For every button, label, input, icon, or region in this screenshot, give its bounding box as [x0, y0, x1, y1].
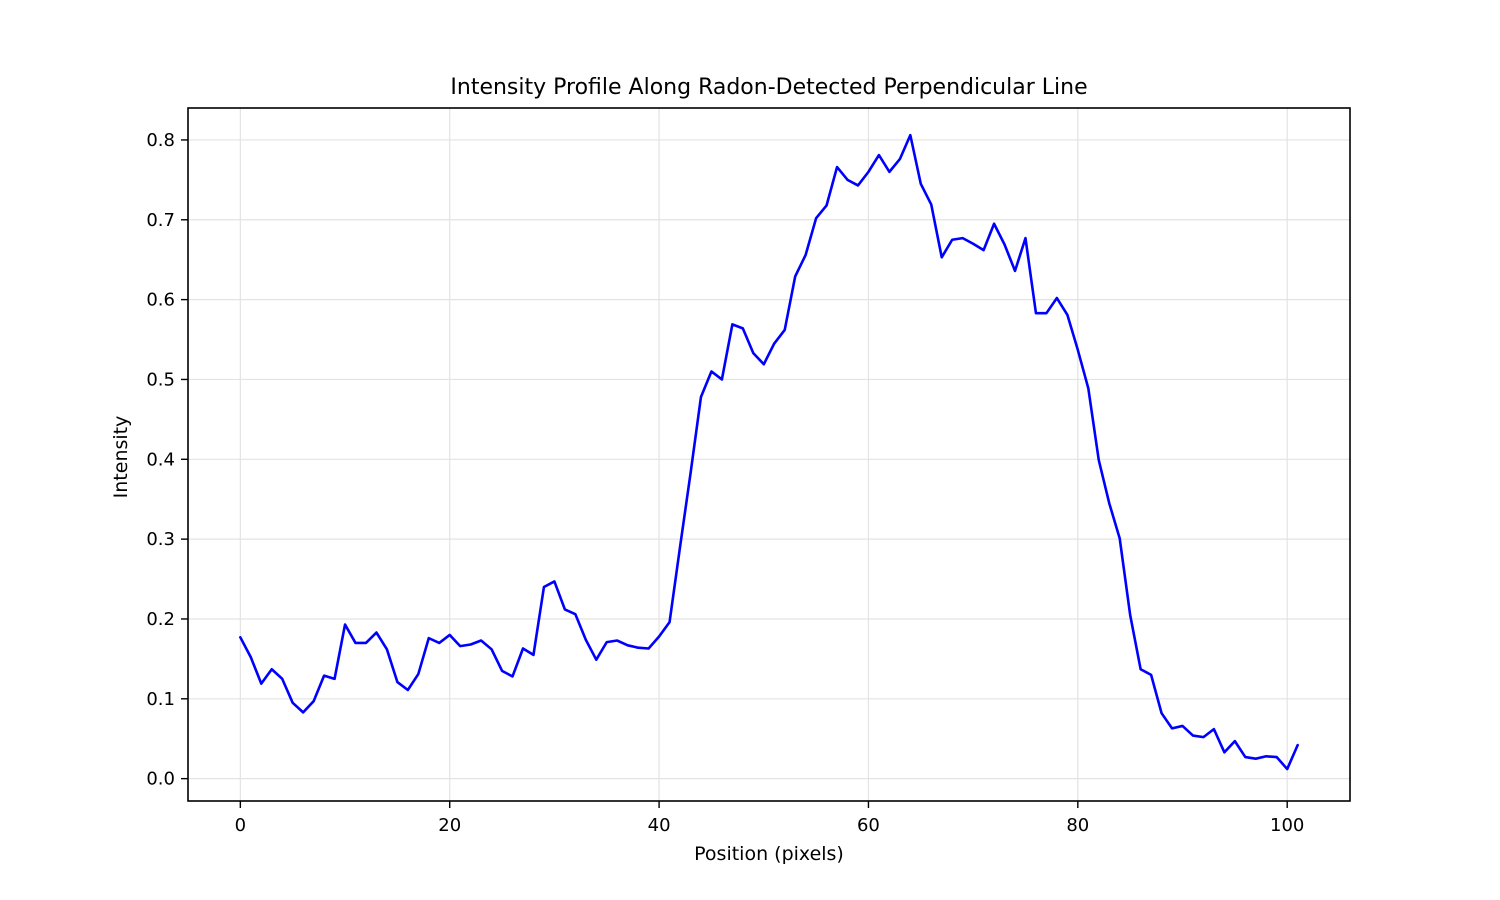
y-tick-label: 0.8	[146, 130, 175, 151]
y-tick-label: 0.7	[146, 210, 175, 231]
x-tick-label: 60	[857, 815, 880, 836]
y-tick-label: 0.4	[146, 449, 175, 470]
x-axis-label: Position (pixels)	[694, 843, 844, 865]
x-tick-label: 20	[438, 815, 461, 836]
x-axis-ticks: 0 20 40 60 80 100	[235, 801, 1304, 836]
y-tick-label: 0.2	[146, 609, 175, 630]
x-tick-label: 80	[1066, 815, 1089, 836]
y-tick-label: 0.5	[146, 369, 175, 390]
y-axis-label: Intensity	[110, 416, 132, 499]
series-layer	[239, 133, 1299, 771]
x-tick-label: 100	[1270, 815, 1304, 836]
x-tick-label: 0	[235, 815, 246, 836]
y-tick-label: 0.1	[146, 689, 175, 710]
y-axis-ticks: 0.0 0.1 0.2 0.3 0.4 0.5 0.6 0.7 0.8	[146, 130, 188, 790]
y-tick-label: 0.3	[146, 529, 175, 550]
intensity-series-line	[239, 133, 1299, 771]
chart-title: Intensity Profile Along Radon-Detected P…	[450, 75, 1087, 100]
y-tick-label: 0.6	[146, 290, 175, 311]
grid-lines	[188, 108, 1350, 801]
y-tick-label: 0.0	[146, 769, 175, 790]
x-tick-label: 40	[648, 815, 671, 836]
plot-frame	[187, 107, 1351, 802]
